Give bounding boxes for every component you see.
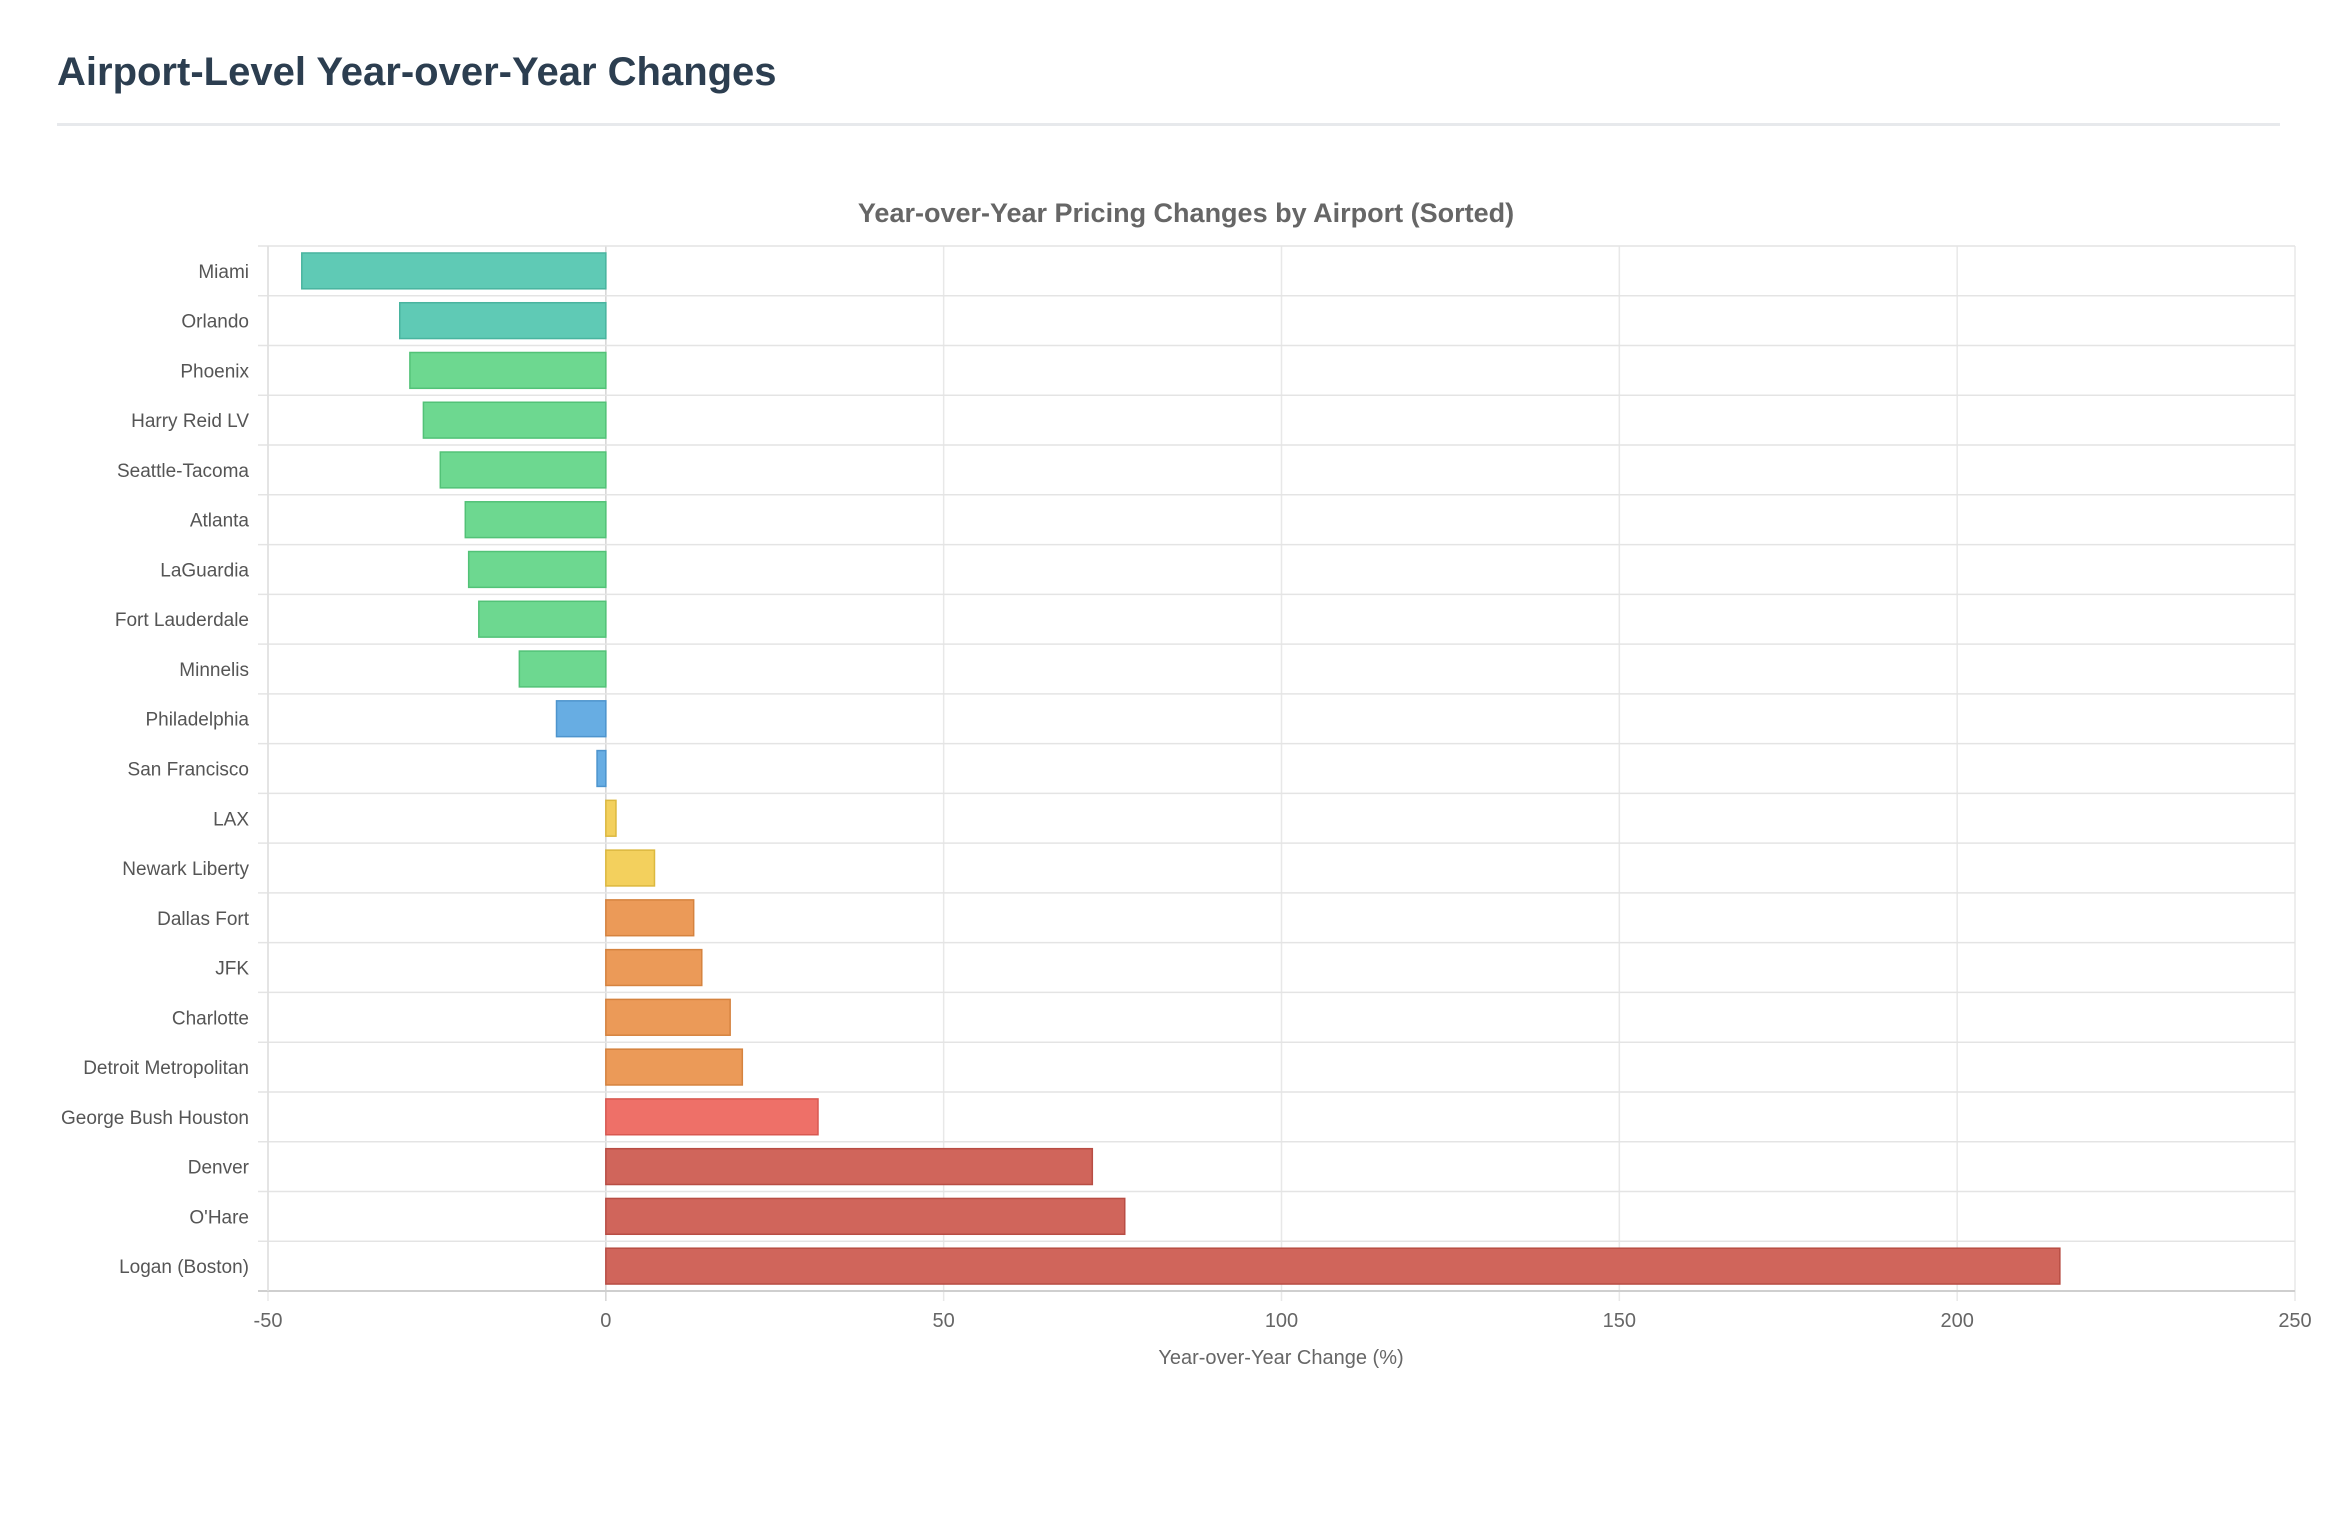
- category-label: JFK: [215, 959, 249, 980]
- bar: [605, 799, 617, 837]
- category-label: Dallas Fort: [157, 909, 250, 930]
- bar: [605, 1048, 744, 1086]
- category-label: San Francisco: [128, 760, 249, 781]
- x-tick-label: 250: [2278, 1310, 2311, 1332]
- bar: [422, 401, 607, 439]
- category-label: Detroit Metropolitan: [83, 1058, 249, 1079]
- bar: [399, 301, 607, 340]
- category-label: George Bush Houston: [61, 1108, 249, 1129]
- bar: [605, 1247, 2061, 1285]
- category-label: Atlanta: [190, 511, 250, 532]
- bar: [555, 700, 607, 738]
- bar: [464, 501, 607, 539]
- title-divider: [57, 123, 2280, 126]
- x-axis-label: Year-over-Year Change (%): [1158, 1347, 1403, 1369]
- category-label: Miami: [198, 262, 249, 283]
- bar: [439, 451, 607, 489]
- x-axis-ticks: -50 0 50 100 150 200 250: [254, 1310, 2312, 1332]
- page-title: Airport-Level Year-over-Year Changes: [57, 50, 777, 94]
- x-tick-label: -50: [254, 1310, 283, 1332]
- x-tick-label: 100: [1265, 1310, 1298, 1332]
- x-tick-label: 150: [1603, 1310, 1636, 1332]
- bar: [605, 899, 695, 937]
- bars: [301, 252, 2061, 1285]
- category-label: LaGuardia: [160, 560, 249, 581]
- chart-title: Year-over-Year Pricing Changes by Airpor…: [858, 198, 1514, 228]
- bar: [596, 749, 607, 788]
- x-tick-label: 0: [600, 1310, 611, 1332]
- bar: [605, 849, 656, 887]
- x-tick-label: 50: [933, 1310, 955, 1332]
- bar: [605, 1098, 819, 1136]
- category-label: Seattle-Tacoma: [117, 461, 249, 482]
- category-labels: Miami Orlando Phoenix Harry Reid LV Seattle-…: [61, 262, 250, 1278]
- bar: [605, 1197, 1126, 1236]
- bar: [605, 948, 703, 987]
- category-label: Logan (Boston): [119, 1257, 249, 1278]
- category-label: Philadelphia: [145, 710, 249, 731]
- category-label: Orlando: [181, 312, 249, 333]
- bar: [605, 1147, 1094, 1186]
- bar: [301, 252, 607, 290]
- category-label: LAX: [213, 809, 249, 830]
- category-label: Newark Liberty: [122, 859, 249, 880]
- category-label: Harry Reid LV: [131, 411, 249, 432]
- bar: [518, 650, 607, 688]
- bar: [605, 998, 731, 1036]
- category-label: Denver: [188, 1158, 250, 1179]
- bar: [467, 550, 607, 589]
- bar: [409, 351, 607, 390]
- category-label: Minnelis: [179, 660, 249, 681]
- category-label: O'Hare: [189, 1207, 249, 1228]
- category-label: Fort Lauderdale: [115, 610, 249, 631]
- bar: [478, 600, 607, 638]
- x-tick-label: 200: [1940, 1310, 1973, 1332]
- category-label: Phoenix: [180, 361, 249, 382]
- category-label: Charlotte: [172, 1008, 249, 1029]
